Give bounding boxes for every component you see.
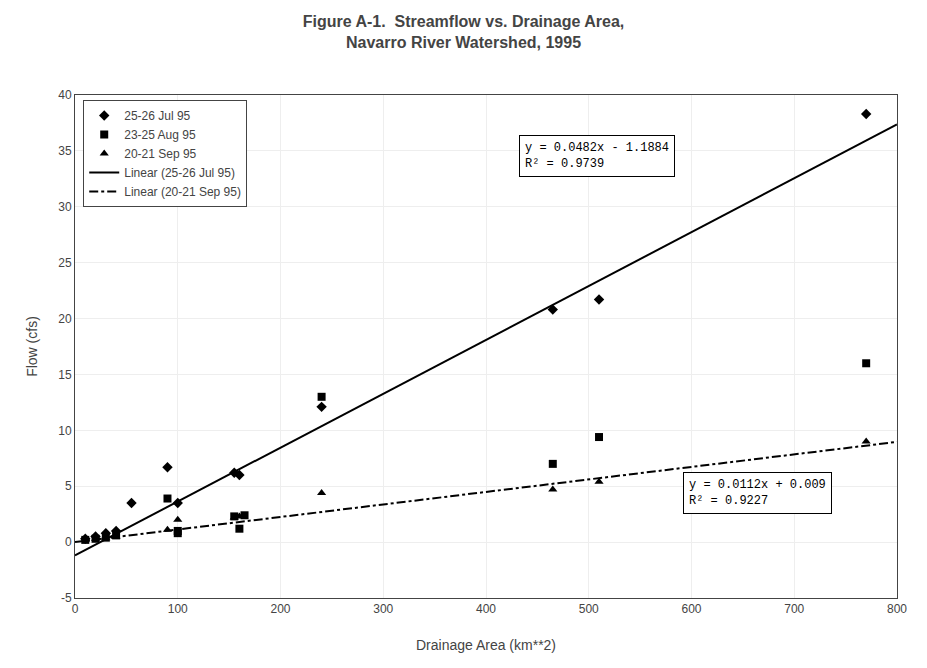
svg-text:300: 300 [373,602,393,616]
svg-text:200: 200 [270,602,290,616]
svg-text:y = 0.0482x - 1.1884R² = 0.973: y = 0.0482x - 1.1884R² = 0.9739 [525,141,669,171]
svg-text:35: 35 [58,144,72,158]
svg-text:25: 25 [58,256,72,270]
svg-text:600: 600 [681,602,701,616]
svg-text:20-21 Sep 95: 20-21 Sep 95 [124,147,196,161]
svg-text:500: 500 [579,602,599,616]
svg-text:40: 40 [58,88,72,102]
svg-text:Flow (cfs): Flow (cfs) [24,316,40,377]
svg-text:-5: -5 [61,591,72,605]
svg-text:0: 0 [72,602,79,616]
svg-text:30: 30 [58,200,72,214]
svg-text:5: 5 [65,479,72,493]
svg-text:20: 20 [58,312,72,326]
svg-text:400: 400 [476,602,496,616]
svg-text:800: 800 [887,602,907,616]
svg-text:Figure A-1. Streamflow vs. Dr: Figure A-1. Streamflow vs. Drainage Area… [303,13,625,51]
svg-text:15: 15 [58,368,72,382]
svg-text:100: 100 [168,602,188,616]
svg-text:Drainage Area (km**2): Drainage Area (km**2) [416,637,556,653]
svg-text:Linear (25-26 Jul 95): Linear (25-26 Jul 95) [124,166,235,180]
svg-text:700: 700 [784,602,804,616]
svg-text:0: 0 [65,535,72,549]
svg-text:25-26 Jul 95: 25-26 Jul 95 [124,109,190,123]
svg-text:y = 0.0112x + 0.009R² = 0.9227: y = 0.0112x + 0.009R² = 0.9227 [689,478,826,508]
svg-text:Linear (20-21 Sep 95): Linear (20-21 Sep 95) [124,185,241,199]
svg-text:10: 10 [58,424,72,438]
svg-text:23-25 Aug 95: 23-25 Aug 95 [124,128,196,142]
